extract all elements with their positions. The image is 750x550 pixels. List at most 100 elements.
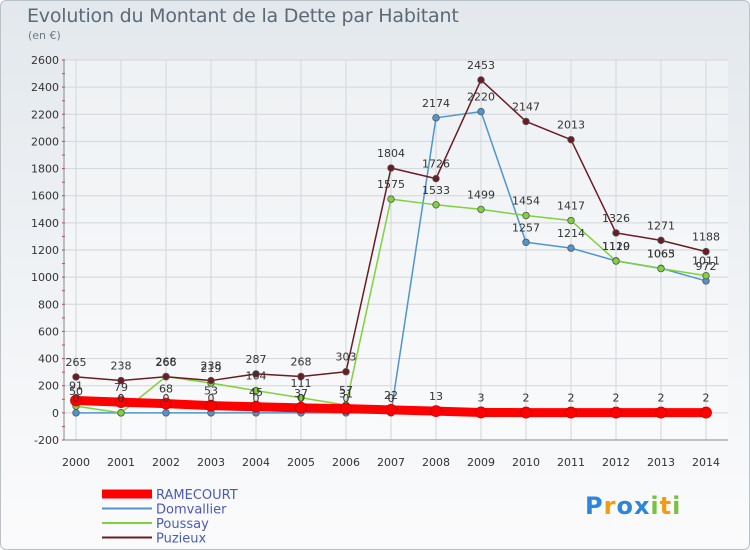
data-point-poussay — [657, 264, 665, 273]
data-label-puzieux: 1726 — [422, 158, 450, 171]
data-point-puzieux — [612, 229, 620, 237]
data-label-poussay: 219 — [201, 362, 222, 375]
data-point-puzieux — [162, 373, 170, 381]
data-point-ramecourt — [160, 397, 172, 410]
y-tick-label: -200 — [34, 434, 59, 447]
data-point-poussay — [702, 271, 710, 280]
data-point-domvallier — [477, 107, 485, 116]
data-label-ramecourt: 91 — [69, 380, 83, 393]
data-point-ramecourt — [340, 402, 352, 415]
data-label-ramecourt: 22 — [384, 389, 398, 402]
y-tick-label: 2600 — [31, 54, 59, 67]
logo-letter: i — [650, 492, 660, 520]
data-label-poussay: 268 — [156, 355, 177, 368]
data-label-poussay: 1575 — [377, 178, 405, 191]
data-point-ramecourt — [610, 406, 622, 419]
data-label-domvallier: 1120 — [602, 240, 630, 253]
x-tick-label: 2014 — [692, 456, 720, 469]
x-tick-label: 2008 — [422, 456, 450, 469]
data-point-domvallier — [567, 244, 575, 252]
data-label-puzieux: 287 — [246, 353, 267, 366]
legend-label-puzieux: Puzieux — [156, 532, 207, 547]
data-point-puzieux — [567, 135, 575, 144]
data-label-poussay: 1063 — [647, 248, 675, 261]
proxiti-logo: Proxiti — [585, 492, 681, 520]
data-label-domvallier: 0 — [163, 392, 170, 405]
x-tick-label: 2004 — [242, 456, 270, 469]
data-label-domvallier: 2220 — [467, 91, 495, 104]
data-label-poussay: 1011 — [692, 255, 720, 268]
logo-letter: i — [672, 492, 682, 520]
data-label-domvallier: 0 — [298, 392, 305, 405]
chart-subtitle: (en €) — [28, 29, 61, 42]
data-point-puzieux — [432, 174, 440, 183]
data-label-domvallier: 0 — [208, 392, 215, 405]
data-point-puzieux — [297, 372, 305, 381]
data-label-poussay: 1417 — [557, 200, 585, 213]
data-label-ramecourt: 2 — [703, 392, 710, 405]
data-point-poussay — [477, 205, 485, 214]
logo-letter: P — [585, 492, 604, 520]
data-point-ramecourt — [115, 396, 127, 409]
x-tick-label: 2001 — [107, 456, 135, 469]
legend-label-poussay: Poussay — [156, 517, 209, 532]
y-tick-label: 800 — [38, 298, 59, 311]
y-tick-label: 0 — [52, 407, 59, 420]
data-label-domvallier: 0 — [118, 392, 125, 405]
data-point-ramecourt — [250, 400, 262, 413]
data-label-poussay: 1499 — [467, 188, 495, 201]
data-point-puzieux — [657, 236, 665, 245]
data-label-domvallier: 2174 — [422, 97, 450, 110]
data-point-puzieux — [72, 373, 80, 381]
logo-letter: r — [603, 492, 617, 520]
data-point-ramecourt — [565, 406, 577, 419]
data-label-ramecourt: 2 — [523, 392, 530, 405]
data-label-puzieux: 265 — [66, 356, 87, 369]
data-label-puzieux: 268 — [291, 355, 312, 368]
data-label-ramecourt: 2 — [658, 392, 665, 405]
y-tick-label: 2400 — [31, 81, 59, 94]
data-label-puzieux: 2013 — [557, 119, 585, 132]
legend-label-ramecourt: RAMECOURT — [156, 488, 238, 503]
data-point-puzieux — [477, 76, 485, 84]
data-point-ramecourt — [385, 403, 397, 416]
y-tick-label: 1600 — [31, 190, 59, 203]
legend-label-domvallier: Domvallier — [156, 503, 227, 518]
data-point-ramecourt — [655, 406, 667, 419]
logo-letter: t — [659, 492, 673, 520]
x-tick-label: 2002 — [152, 456, 180, 469]
x-tick-label: 2007 — [377, 456, 405, 469]
data-point-puzieux — [207, 376, 215, 385]
data-point-ramecourt — [700, 406, 712, 419]
data-label-puzieux: 1188 — [692, 231, 720, 244]
data-label-poussay: 1533 — [422, 184, 450, 197]
data-point-poussay — [522, 211, 530, 220]
data-label-ramecourt: 68 — [159, 383, 173, 396]
data-point-puzieux — [117, 376, 125, 385]
logo-letter: x — [633, 492, 651, 520]
x-tick-label: 2010 — [512, 456, 540, 469]
y-tick-label: 1400 — [31, 217, 59, 230]
data-label-domvallier: 0 — [73, 392, 80, 405]
data-label-puzieux: 2453 — [467, 59, 495, 72]
data-label-ramecourt: 2 — [568, 392, 575, 405]
data-label-ramecourt: 45 — [249, 386, 263, 399]
data-label-domvallier: 1065 — [647, 247, 675, 260]
data-label-poussay: 164 — [246, 370, 267, 383]
data-point-puzieux — [387, 164, 395, 172]
data-label-puzieux: 238 — [111, 360, 132, 373]
y-tick-label: 2200 — [31, 108, 59, 121]
data-label-ramecourt: 53 — [204, 385, 218, 398]
data-label-puzieux: 1804 — [377, 147, 405, 160]
data-label-puzieux: 2147 — [512, 100, 540, 113]
data-label-domvallier: 972 — [696, 260, 717, 273]
data-point-domvallier — [522, 238, 530, 246]
data-point-ramecourt — [520, 406, 532, 419]
y-tick-label: 200 — [38, 380, 59, 393]
data-point-poussay — [432, 201, 440, 209]
data-label-ramecourt: 37 — [294, 387, 308, 400]
data-label-puzieux: 303 — [336, 351, 357, 364]
y-tick-label: 1000 — [31, 271, 59, 284]
